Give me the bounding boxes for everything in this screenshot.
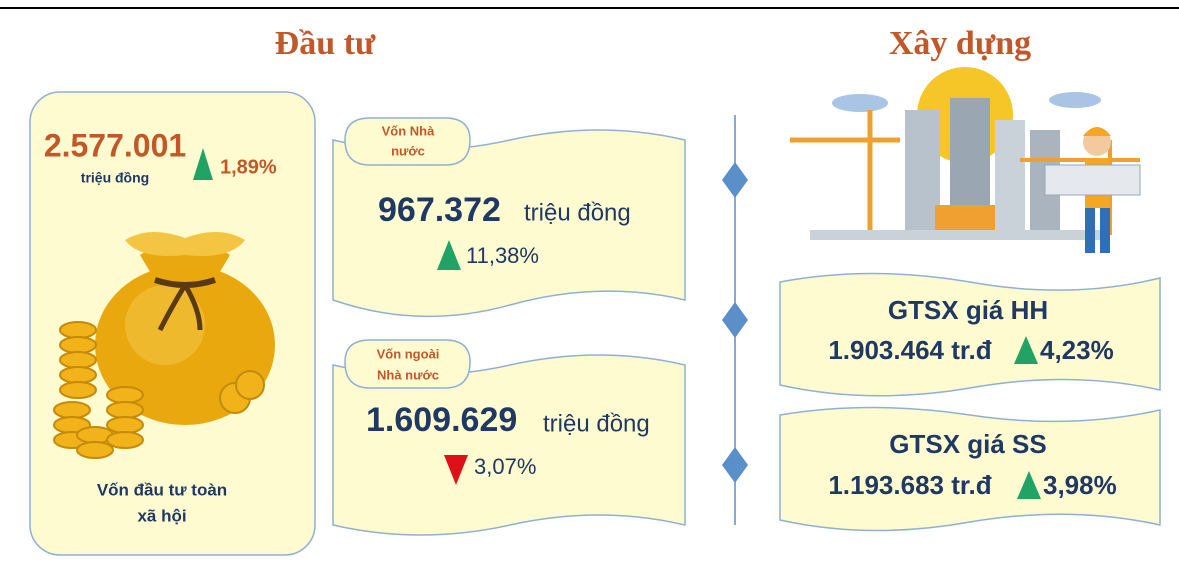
total-value: 2.577.001 — [44, 127, 186, 163]
nonstate-unit: triệu đồng — [543, 410, 650, 437]
heading-construction: Xây dựng — [889, 25, 1031, 62]
state-change: 11,38% — [466, 243, 539, 268]
total-change: 1,89% — [220, 156, 277, 178]
divider — [722, 115, 748, 525]
nonstate-value: 1.609.629 — [366, 401, 517, 439]
up-arrow — [1017, 471, 1041, 499]
hh-card — [779, 272, 1161, 397]
total-unit: triệu đồng — [81, 170, 149, 186]
up-arrow — [437, 240, 461, 270]
up-arrow — [1014, 336, 1038, 364]
nonstate-label-line: Vốn ngoài — [377, 346, 440, 361]
nonstate-tab — [344, 339, 471, 389]
hh-change: 4,23% — [1040, 335, 1114, 365]
money-bag-illustration — [53, 231, 275, 459]
total-label-line: xã hội — [137, 506, 186, 525]
state-value: 967.372 — [378, 191, 501, 229]
construction-illustration — [790, 67, 1141, 253]
up-arrow — [193, 148, 213, 180]
state-label-line: Vốn Nhà — [382, 123, 435, 138]
state-unit: triệu đồng — [524, 199, 631, 226]
state-tab — [344, 117, 471, 166]
ss-card — [779, 406, 1161, 532]
state-label-line: nước — [391, 143, 425, 158]
ss-label: GTSX giá SS — [889, 429, 1047, 459]
hh-value: 1.903.464 tr.đ — [828, 335, 991, 365]
ss-value: 1.193.683 tr.đ — [828, 470, 991, 500]
total-label-line: Vốn đầu tư toàn — [97, 480, 227, 499]
ss-change: 3,98% — [1043, 470, 1117, 500]
down-arrow — [444, 455, 468, 485]
heading-invest: Đầu tư — [275, 25, 376, 62]
nonstate-change: 3,07% — [474, 454, 536, 479]
hh-label: GTSX giá HH — [888, 295, 1048, 325]
nonstate-label-line: Nhà nước — [377, 367, 439, 382]
